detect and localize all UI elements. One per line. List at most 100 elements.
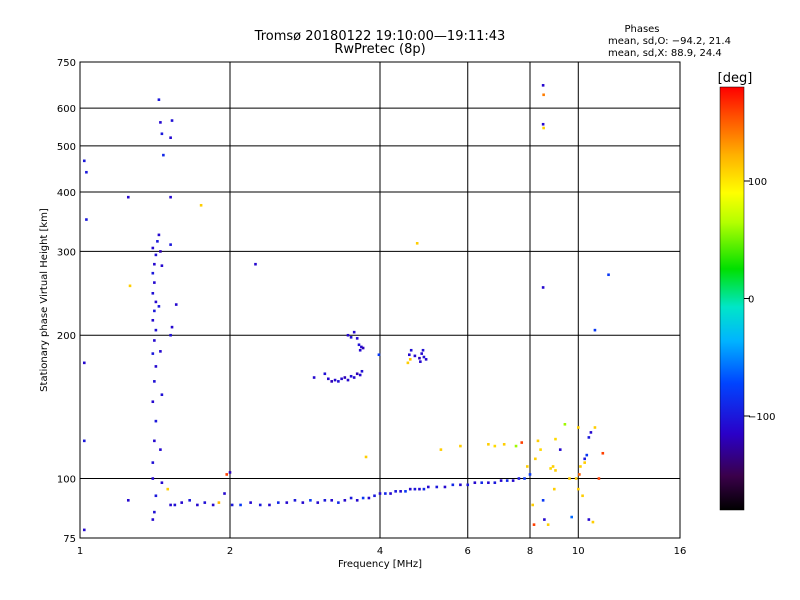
data-point: [451, 483, 455, 487]
data-point: [466, 483, 470, 487]
data-point: [364, 455, 368, 459]
data-point: [358, 348, 362, 352]
data-point: [343, 499, 347, 502]
data-point: [394, 490, 397, 493]
data-point: [337, 380, 340, 383]
data-point: [551, 465, 555, 468]
data-point: [534, 457, 537, 461]
data-point: [82, 361, 86, 365]
data-point: [82, 439, 86, 443]
data-point: [418, 487, 421, 491]
data-point: [532, 523, 536, 526]
data-point: [355, 372, 359, 376]
x-tick-label: 4: [377, 546, 383, 557]
data-point: [126, 499, 130, 502]
data-point: [157, 305, 161, 308]
x-tick-label: 16: [674, 546, 687, 557]
y-axis-label: Stationary phase Virtual Height [km]: [39, 208, 50, 392]
data-point: [249, 501, 252, 504]
data-point: [151, 246, 155, 250]
data-point: [228, 471, 232, 474]
data-point: [169, 243, 172, 246]
data-point: [593, 426, 597, 429]
data-point: [408, 487, 412, 491]
data-point: [558, 448, 562, 451]
data-point: [217, 501, 221, 504]
data-point: [361, 346, 365, 350]
data-point: [424, 358, 428, 361]
data-point: [180, 501, 184, 504]
data-point: [422, 487, 426, 491]
data-point: [327, 377, 330, 381]
data-point: [154, 253, 158, 257]
data-point: [276, 501, 280, 504]
data-point: [169, 195, 172, 199]
data-point: [349, 496, 353, 500]
data-point: [170, 119, 174, 122]
colorbar-tick-label: 100: [748, 177, 767, 188]
data-point: [377, 353, 381, 357]
data-point: [589, 431, 593, 434]
data-point: [159, 121, 162, 124]
data-point: [151, 477, 155, 480]
data-point: [487, 443, 490, 446]
data-point: [531, 503, 534, 507]
data-point: [579, 465, 582, 468]
data-point: [355, 499, 359, 502]
data-point: [225, 473, 229, 476]
data-point: [162, 153, 165, 157]
data-point: [154, 365, 158, 368]
data-point: [153, 281, 156, 284]
x-tick-label: 2: [227, 546, 233, 557]
data-point: [413, 487, 417, 491]
data-point: [443, 485, 447, 489]
data-point: [601, 451, 605, 455]
data-point: [546, 523, 550, 526]
data-point: [160, 264, 164, 267]
x-tick-label: 10: [572, 546, 585, 557]
data-point: [583, 457, 586, 461]
data-point: [160, 132, 164, 136]
data-point: [199, 203, 203, 207]
data-point: [581, 494, 584, 498]
data-point: [211, 503, 215, 507]
grid-lines: [80, 62, 680, 538]
data-point: [367, 496, 371, 500]
data-point: [153, 309, 156, 313]
chart-subtitle: RwPretec (8p): [334, 42, 425, 57]
data-point: [309, 499, 312, 502]
data-point: [174, 303, 178, 306]
data-point: [151, 518, 155, 521]
data-point: [578, 473, 581, 476]
data-point: [439, 448, 443, 451]
data-point: [173, 503, 177, 507]
data-point: [153, 510, 156, 514]
data-point: [493, 481, 497, 485]
data-point: [576, 426, 580, 429]
data-point: [82, 159, 86, 163]
colorbar: [deg] 100 0 −100: [718, 71, 775, 511]
data-point: [525, 465, 529, 468]
data-point: [409, 348, 413, 352]
data-point: [554, 469, 557, 472]
plot-area: 1 2 4 6 8 10 16 75 100 200 300 400 500 600 750: [57, 58, 686, 557]
data-point: [188, 499, 191, 502]
data-points: [82, 84, 610, 532]
data-point: [597, 477, 601, 480]
data-point: [349, 336, 353, 339]
data-point: [153, 339, 156, 342]
data-point: [169, 503, 172, 507]
data-point: [408, 353, 411, 357]
data-point: [607, 273, 610, 277]
data-point: [435, 485, 439, 489]
data-point: [583, 461, 586, 464]
data-point: [126, 195, 130, 199]
data-point: [156, 240, 159, 243]
data-point: [355, 337, 359, 340]
data-point: [459, 483, 462, 487]
data-point: [378, 492, 382, 495]
data-point: [349, 374, 353, 378]
data-point: [520, 441, 524, 444]
data-point: [541, 499, 545, 502]
x-tick-label: 8: [527, 546, 533, 557]
